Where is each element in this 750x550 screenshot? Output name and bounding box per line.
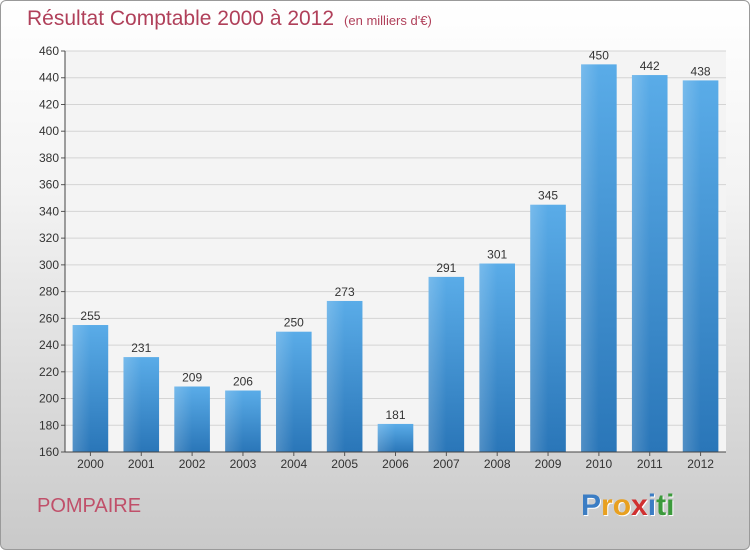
x-tick-label: 2007 <box>433 457 460 471</box>
data-label: 181 <box>385 408 405 422</box>
data-label: 231 <box>131 341 151 355</box>
x-tick-label: 2001 <box>128 457 155 471</box>
y-tick-label: 380 <box>39 151 59 165</box>
x-tick-label: 2008 <box>484 457 511 471</box>
y-tick-label: 260 <box>39 311 59 325</box>
y-tick-label: 340 <box>39 204 59 218</box>
x-tick-label: 2009 <box>535 457 562 471</box>
data-label: 250 <box>284 316 304 330</box>
y-tick-label: 460 <box>39 44 59 58</box>
bar-highlight <box>123 357 142 452</box>
y-tick-label: 300 <box>39 258 59 272</box>
y-axis: 160 180 200 220 240 260 280 300 320 340 360 380 400 4… <box>39 44 66 459</box>
bar-highlight <box>479 263 498 452</box>
data-label: 273 <box>335 285 355 299</box>
y-tick-label: 220 <box>39 365 59 379</box>
x-tick-label: 2005 <box>331 457 358 471</box>
bar-highlight <box>326 300 345 452</box>
bar-highlight <box>377 423 396 452</box>
data-label: 345 <box>538 189 558 203</box>
bar-highlight <box>581 64 599 452</box>
bar-highlight <box>225 390 243 452</box>
x-tick-label: 2011 <box>637 457 663 471</box>
chart-title-block: Résultat Comptable 2000 à 2012 (en millie… <box>27 7 432 31</box>
bar-highlight <box>530 204 549 452</box>
logo-letter: r <box>601 489 613 522</box>
x-axis: 2000 2001 2002 2003 2004 2005 2006 2007 2008 2009… <box>65 451 726 471</box>
bar-highlight <box>72 325 91 452</box>
data-label: 442 <box>640 59 660 73</box>
proxiti-logo: Proxiti <box>581 489 674 523</box>
y-tick-label: 180 <box>39 418 59 432</box>
plot-area <box>65 51 726 452</box>
y-tick-label: 320 <box>39 231 59 245</box>
bar-highlight <box>276 331 294 452</box>
chart-title: Résultat Comptable 2000 à 2012 <box>27 7 335 30</box>
y-tick-label: 280 <box>39 285 59 299</box>
y-tick-label: 240 <box>39 338 59 352</box>
y-tick-label: 400 <box>39 124 59 138</box>
x-tick-label: 2010 <box>586 457 613 471</box>
bar-highlight <box>428 276 447 452</box>
data-label: 301 <box>487 248 507 262</box>
bars: 255 231 209 206 250 273 181 291 301 345 450 442 438 <box>72 48 719 452</box>
logo-letter: x <box>631 489 648 522</box>
y-tick-label: 420 <box>39 97 59 111</box>
y-tick-label: 360 <box>39 178 59 192</box>
x-tick-label: 2004 <box>280 457 307 471</box>
data-label: 209 <box>182 371 202 385</box>
logo-letter: t <box>656 489 667 522</box>
data-label: 438 <box>691 64 711 78</box>
chart-subtitle: (en milliers d'€) <box>344 13 432 28</box>
data-label: 291 <box>436 261 456 275</box>
logo-letter: o <box>612 489 632 522</box>
bar-highlight <box>682 80 701 452</box>
commune-name: POMPAIRE <box>37 495 142 517</box>
x-tick-label: 2006 <box>382 457 409 471</box>
y-tick-label: 440 <box>39 71 59 85</box>
data-label: 255 <box>80 309 100 323</box>
x-tick-label: 2002 <box>179 457 206 471</box>
logo-letter: i <box>666 489 675 522</box>
y-tick-label: 160 <box>39 445 59 459</box>
y-tick-label: 200 <box>39 392 59 406</box>
x-tick-label: 2000 <box>77 457 104 471</box>
data-label: 450 <box>589 48 609 62</box>
x-tick-label: 2012 <box>687 457 714 471</box>
bar-highlight <box>631 75 650 452</box>
x-tick-label: 2003 <box>230 457 257 471</box>
data-label: 206 <box>233 375 253 389</box>
logo-letter: i <box>647 489 657 522</box>
bar-highlight <box>174 386 193 452</box>
logo-letter: P <box>581 489 602 522</box>
